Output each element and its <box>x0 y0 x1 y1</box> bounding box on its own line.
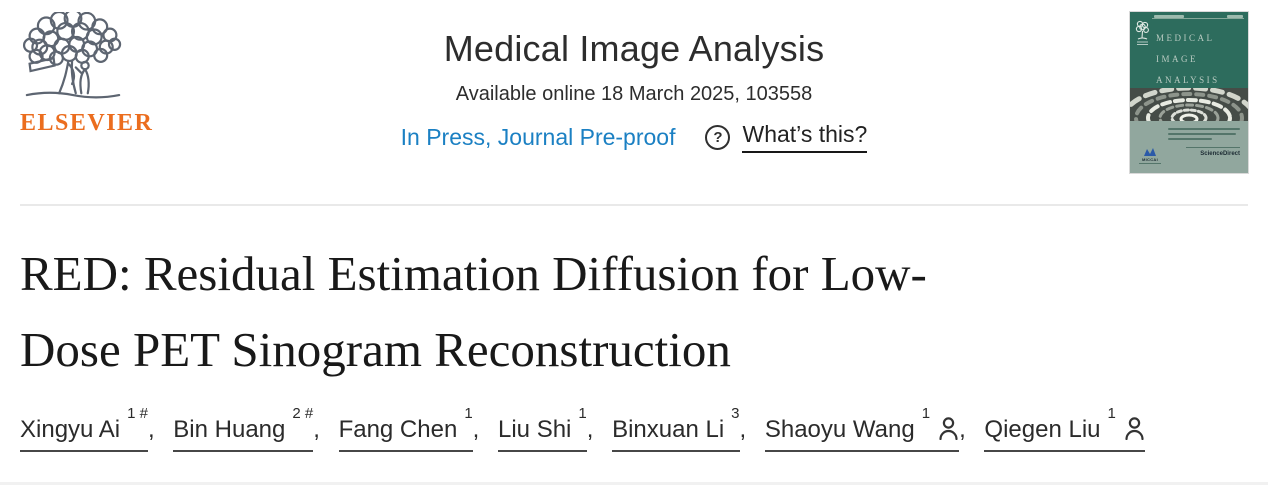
sciencedirect-wordmark: ScienceDirect <box>1200 151 1240 157</box>
corresponding-author-icon <box>1125 417 1144 441</box>
availability-text: Available online 18 March 2025, 103558 <box>455 83 813 105</box>
author-affiliation-sup: 1 <box>921 405 931 422</box>
author-name: Liu Shi <box>498 416 572 443</box>
author-link[interactable]: Fang Chen 1 <box>338 405 473 452</box>
cover-journal-title: MEDICAL IMAGE ANALYSIS <box>1156 28 1220 91</box>
cover-top-text-line <box>1227 15 1243 18</box>
author-name: Shaoyu Wang <box>764 416 915 443</box>
author-link[interactable]: Shaoyu Wang 1 <box>764 405 960 452</box>
cover-title-line: ANALYSIS <box>1156 75 1220 85</box>
cover-society-logo: MICCAI <box>1139 147 1161 164</box>
cover-top-text-line <box>1154 15 1184 18</box>
author: Bin Huang 2 #, <box>173 405 332 452</box>
author: Fang Chen 1, <box>338 405 492 452</box>
in-press-link[interactable]: In Press, Journal Pre-proof <box>400 123 676 150</box>
cover-top: MEDICAL IMAGE ANALYSIS <box>1130 12 1248 88</box>
author-name: Fang Chen <box>338 416 458 443</box>
bottom-divider <box>0 482 1268 485</box>
author-separator: , <box>586 416 594 443</box>
society-tagline <box>1139 163 1161 164</box>
journal-title: Medical Image Analysis <box>443 28 825 69</box>
cover-sd-rule <box>1186 147 1240 148</box>
author-link[interactable]: Xingyu Ai 1 # <box>20 405 148 452</box>
author-affiliation-sup: 1 <box>578 405 587 422</box>
author: Liu Shi 1, <box>498 405 605 452</box>
help-icon[interactable]: ? <box>705 124 731 150</box>
article-title-line-1: RED: Residual Estimation Diffusion for L… <box>20 246 927 301</box>
author-link[interactable]: Liu Shi 1 <box>498 405 587 452</box>
cover-title-line: MEDICAL <box>1156 33 1215 43</box>
article-title: RED: Residual Estimation Diffusion for L… <box>20 236 1248 388</box>
corresponding-author-icon <box>939 417 958 441</box>
author-separator: , <box>147 416 155 443</box>
journal-cover-thumbnail[interactable]: MEDICAL IMAGE ANALYSIS <box>1130 12 1248 173</box>
author-affiliation-sup: 3 <box>731 405 740 422</box>
author-affiliation-sup: 1 # <box>127 405 148 422</box>
article-title-line-2: Dose PET Sinogram Reconstruction <box>20 322 731 377</box>
author: Qiegen Liu 1 <box>984 405 1145 452</box>
author-separator: , <box>959 416 966 443</box>
journal-header: Medical Image Analysis Available online … <box>138 12 1130 153</box>
elsevier-logo[interactable]: ELSEVIER <box>20 12 152 137</box>
author-link[interactable]: Binxuan Li 3 <box>612 405 740 452</box>
author-separator: , <box>313 416 320 443</box>
cover-sciencedirect: ScienceDirect <box>1186 147 1240 157</box>
author-name: Bin Huang <box>173 416 286 443</box>
author-affiliation-sup: 2 # <box>292 405 314 422</box>
society-mark-icon <box>1144 148 1156 156</box>
author-separator: , <box>739 416 747 443</box>
status-row: In Press, Journal Pre-proof ? What’s thi… <box>138 121 1130 153</box>
whats-this-link[interactable]: What’s this? <box>742 121 868 153</box>
author-name: Binxuan Li <box>612 416 725 443</box>
author-name: Qiegen Liu <box>984 416 1101 443</box>
author: Shaoyu Wang 1, <box>764 405 978 452</box>
author-name: Xingyu Ai <box>20 416 121 443</box>
page-header: ELSEVIER Medical Image Analysis Availabl… <box>0 0 1268 173</box>
header-divider <box>20 204 1248 206</box>
cover-title-line: IMAGE <box>1156 54 1198 64</box>
author: Binxuan Li 3, <box>612 405 758 452</box>
society-name: MICCAI <box>1141 157 1159 162</box>
elsevier-tree-icon <box>22 12 122 99</box>
cover-brain-image <box>1130 88 1248 121</box>
cover-mini-tree-icon <box>1135 20 1149 45</box>
author: Xingyu Ai 1 #, <box>20 405 167 452</box>
cover-bottom: MICCAI ScienceDirect <box>1130 121 1248 173</box>
author-affiliation-sup: 1 <box>464 405 473 422</box>
author-affiliation-sup: 1 <box>1107 405 1116 422</box>
authors-line: Xingyu Ai1 #, Bin Huang2 #, Fang Chen1, … <box>20 405 1248 452</box>
author-separator: , <box>472 416 480 443</box>
cover-blurb-lines <box>1168 128 1240 143</box>
author-link[interactable]: Bin Huang 2 # <box>173 405 314 452</box>
author-link[interactable]: Qiegen Liu 1 <box>984 405 1145 452</box>
elsevier-wordmark: ELSEVIER <box>20 110 154 136</box>
cover-top-rule <box>1152 18 1244 19</box>
